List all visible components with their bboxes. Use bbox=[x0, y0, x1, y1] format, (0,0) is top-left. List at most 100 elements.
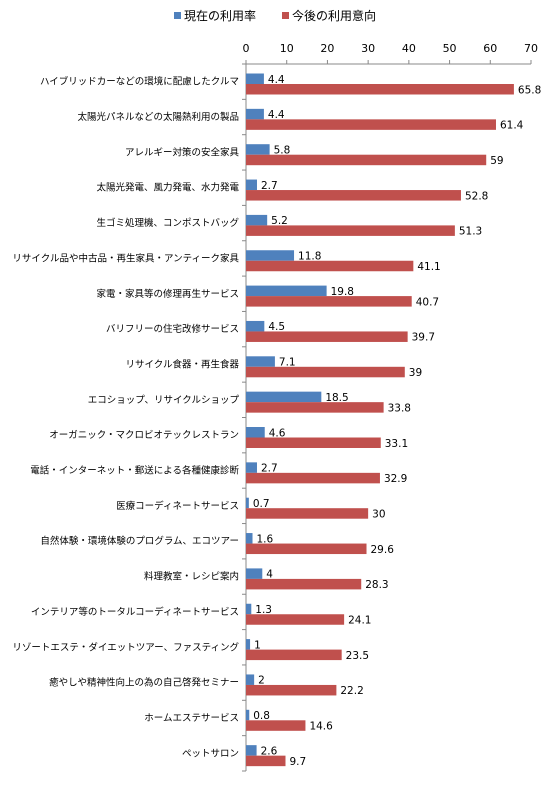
bar-current-usage bbox=[246, 108, 264, 120]
category-label: 電話・インターネット・郵送による各種健康診断 bbox=[30, 465, 239, 477]
bar-current-usage bbox=[246, 73, 264, 84]
data-label: 4.4 bbox=[268, 109, 285, 121]
data-label: 61.4 bbox=[500, 120, 524, 132]
bar-future-intent bbox=[246, 755, 286, 767]
category-label: 太陽光発電、風力発電、水力発電 bbox=[96, 182, 239, 194]
bar-future-intent bbox=[246, 649, 342, 661]
x-tick-label: 10 bbox=[280, 42, 294, 55]
bar-current-usage bbox=[246, 568, 263, 579]
data-label: 5.8 bbox=[274, 144, 291, 156]
bar-future-intent bbox=[246, 366, 405, 378]
data-label: 1.3 bbox=[255, 604, 272, 616]
category-label: リサイクル品や中古品・再生家具・アンティーク家具 bbox=[12, 252, 239, 264]
data-label: 52.8 bbox=[465, 190, 488, 202]
legend-swatch-1 bbox=[282, 12, 289, 19]
category-label: バリフリーの住宅改修サービス bbox=[106, 323, 239, 335]
bar-future-intent bbox=[246, 720, 306, 731]
data-label: 0.7 bbox=[253, 498, 270, 510]
bar-current-usage bbox=[246, 462, 257, 473]
data-label: 7.1 bbox=[279, 357, 296, 369]
data-label: 39.7 bbox=[412, 332, 435, 344]
bar-current-usage bbox=[246, 745, 257, 756]
bar-future-intent bbox=[246, 402, 384, 413]
data-label: 19.8 bbox=[331, 286, 354, 298]
category-label: リゾートエステ・ダイエットツアー、ファスティング bbox=[12, 641, 239, 653]
bar-future-intent bbox=[246, 684, 337, 696]
legend-label-1: 今後の利用意向 bbox=[292, 8, 376, 23]
bar-current-usage bbox=[246, 603, 252, 615]
data-label: 28.3 bbox=[365, 579, 388, 591]
data-label: 5.2 bbox=[271, 215, 288, 227]
data-label: 51.3 bbox=[459, 226, 482, 238]
x-tick-label: 0 bbox=[243, 42, 250, 55]
data-label: 32.9 bbox=[384, 473, 407, 485]
data-label: 4.4 bbox=[268, 74, 285, 86]
bar-current-usage bbox=[246, 285, 327, 297]
data-label: 30 bbox=[372, 508, 385, 520]
category-label: インテリア等のトータルコーディネートサービス bbox=[31, 606, 239, 618]
x-tick-label: 30 bbox=[361, 42, 375, 55]
x-tick-label: 70 bbox=[524, 42, 538, 55]
data-label: 1.6 bbox=[257, 533, 274, 545]
data-label: 4.5 bbox=[268, 321, 285, 333]
data-label: 0.8 bbox=[253, 710, 270, 722]
bar-current-usage bbox=[246, 214, 268, 226]
bar-future-intent bbox=[246, 508, 369, 519]
x-tick-label: 40 bbox=[402, 42, 416, 55]
bar-future-intent bbox=[246, 614, 345, 625]
bar-current-usage bbox=[246, 356, 275, 367]
data-label: 9.7 bbox=[289, 756, 306, 768]
bar-future-intent bbox=[246, 331, 408, 342]
category-label: エコショップ、リサイクルショップ bbox=[88, 395, 240, 406]
data-label: 2.6 bbox=[261, 745, 278, 757]
bar-current-usage bbox=[246, 391, 322, 403]
data-label: 29.6 bbox=[371, 544, 395, 556]
data-label: 24.1 bbox=[348, 615, 371, 627]
bar-current-usage bbox=[246, 639, 251, 650]
category-label: 医療コーディネートサービス bbox=[116, 500, 239, 512]
bar-future-intent bbox=[246, 543, 367, 555]
data-label: 39 bbox=[409, 367, 422, 379]
category-label: 癒やしや精神性向上の為の自己啓発セミナー bbox=[49, 677, 239, 689]
category-label: アレルギー対策の安全家具 bbox=[125, 146, 240, 158]
bar-current-usage bbox=[246, 709, 250, 721]
category-label: 生ゴミ処理機、コンポストバッグ bbox=[96, 217, 239, 229]
category-label: リサイクル食器・再生食器 bbox=[125, 358, 239, 370]
category-label: ペットサロン bbox=[182, 748, 239, 759]
data-label: 14.6 bbox=[309, 721, 333, 733]
bar-future-intent bbox=[246, 154, 487, 166]
bar-future-intent bbox=[246, 578, 362, 590]
legend-swatch-0 bbox=[174, 12, 181, 19]
bar-future-intent bbox=[246, 296, 412, 307]
data-label: 11.8 bbox=[298, 251, 321, 263]
x-axis: 0 10 20 30 40 50 60 70 bbox=[243, 42, 538, 65]
data-label: 18.5 bbox=[325, 392, 348, 404]
bar-future-intent bbox=[246, 190, 461, 201]
bar-future-intent bbox=[246, 84, 514, 95]
data-label: 65.8 bbox=[518, 84, 541, 96]
category-label: ハイブリッドカーなどの環境に配慮したクルマ bbox=[40, 76, 239, 88]
bar-future-intent bbox=[246, 119, 496, 130]
bar-current-usage bbox=[246, 497, 249, 509]
category-label: ホームエステサービス bbox=[144, 713, 239, 724]
bar-current-usage bbox=[246, 533, 253, 544]
y-axis: ハイブリッドカーなどの環境に配慮したクルマ太陽光パネルなどの太陽熱利用の製品アレ… bbox=[12, 63, 247, 772]
x-tick-label: 50 bbox=[443, 42, 457, 55]
legend: 現在の利用率 今後の利用意向 bbox=[174, 8, 376, 23]
bar-current-usage bbox=[246, 179, 257, 191]
data-label: 2.7 bbox=[261, 180, 278, 192]
data-label: 23.5 bbox=[346, 650, 369, 662]
x-tick-label: 60 bbox=[483, 42, 497, 55]
bar-current-usage bbox=[246, 250, 295, 261]
data-label: 4 bbox=[266, 569, 273, 581]
data-label: 33.8 bbox=[388, 402, 411, 414]
data-label: 41.1 bbox=[417, 261, 440, 273]
bar-future-intent bbox=[246, 260, 414, 272]
data-label: 33.1 bbox=[385, 438, 408, 450]
bar-current-usage bbox=[246, 320, 265, 332]
bar-current-usage bbox=[246, 674, 255, 685]
category-label: 料理教室・レシピ案内 bbox=[144, 571, 239, 583]
data-label: 59 bbox=[490, 155, 503, 167]
bar-current-usage bbox=[246, 427, 265, 438]
